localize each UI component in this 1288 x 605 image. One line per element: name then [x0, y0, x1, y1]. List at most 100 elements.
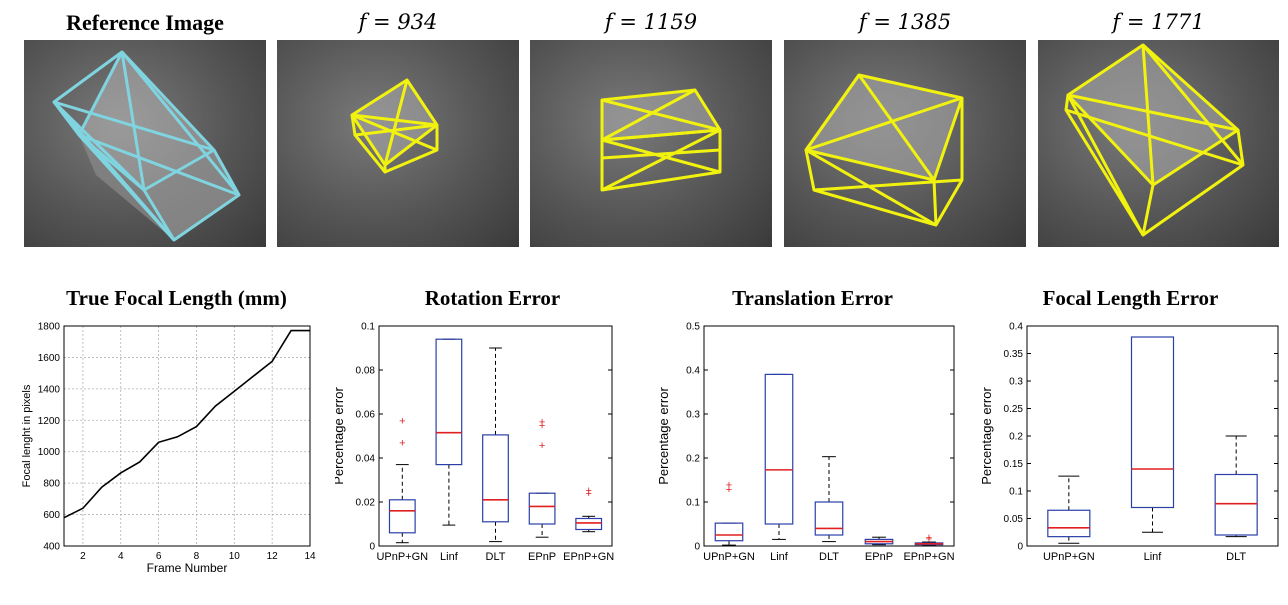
x-tick-label: 10	[229, 551, 241, 562]
box-linf	[1130, 336, 1175, 533]
outlier-marker: +	[926, 534, 932, 546]
wireframe-f1159	[600, 88, 722, 192]
box-upnp-gn: ++	[714, 479, 744, 546]
category-label: DLT	[486, 551, 506, 563]
y-tick-label: 1800	[38, 322, 61, 333]
y-axis-label: Percentage error	[335, 387, 346, 485]
category-label: EPnP+GN	[563, 551, 614, 563]
y-tick-label: 0.2	[1009, 432, 1023, 443]
image-title-reference: Reference Image	[66, 10, 224, 35]
y-tick-label: 0.1	[1009, 487, 1023, 498]
image-title-f934: f = 934	[358, 10, 438, 34]
category-label: DLT	[1226, 551, 1246, 563]
y-tick-label: 800	[43, 479, 60, 490]
y-tick-label: 0.5	[686, 322, 700, 333]
reference-wireframe	[52, 50, 241, 242]
y-tick-label: 1200	[38, 416, 61, 427]
y-axis-label: Percentage error	[979, 387, 994, 485]
outlier-marker: +	[399, 416, 405, 428]
frame-image-f934	[277, 40, 519, 247]
y-axis-label: Focal lenght in pixels	[21, 384, 33, 487]
category-label: Linf	[1144, 551, 1163, 563]
x-tick-label: 12	[267, 551, 279, 562]
y-tick-label: 0	[369, 542, 375, 553]
y-tick-label: 0.06	[356, 410, 376, 421]
box-rect	[388, 499, 416, 534]
box-rect	[1047, 509, 1091, 538]
category-label: EPnP	[865, 551, 893, 563]
outlier-marker: +	[726, 484, 732, 496]
focal-length-error-box-chart: 0 0.05 0.1 0.15 0.2 0.25 0.3 0.35 0.4 UPnP+GN Linf…	[979, 322, 1279, 563]
y-tick-label: 0.05	[1004, 514, 1024, 525]
box-rect	[482, 434, 509, 523]
box-rect	[814, 501, 844, 536]
image-title-f1159: f = 1159	[604, 10, 698, 34]
y-tick-label: 0.15	[1004, 459, 1024, 470]
outlier-marker: +	[539, 440, 545, 452]
outlier-marker: +	[585, 488, 591, 500]
category-label: DLT	[819, 551, 839, 563]
frame-image-f1385	[784, 40, 1026, 247]
chart-title-rotation-error: Rotation Error	[424, 286, 561, 310]
box-rect	[575, 517, 603, 531]
y-tick-label: 0.1	[361, 322, 375, 333]
y-tick-label: 0.4	[1009, 322, 1023, 333]
y-tick-label: 0	[694, 542, 700, 553]
frame-image-f1159	[530, 40, 772, 247]
box-dlt	[814, 456, 844, 543]
rotation-error-box-chart: 0 0.02 0.04 0.06 0.08 0.1 UPnP+GN Linf DLT EPnP EP…	[335, 322, 614, 564]
y-tick-label: 400	[43, 542, 60, 553]
y-tick-label: 0.2	[686, 454, 700, 465]
wireframe-f1385	[804, 73, 964, 227]
category-label: EPnP	[528, 551, 556, 563]
wireframe-f934	[350, 78, 439, 174]
plot-frame	[378, 325, 613, 547]
y-tick-label: 1000	[38, 447, 61, 458]
image-title-f1771: f = 1771	[1112, 10, 1205, 34]
y-tick-label: 0.1	[686, 498, 700, 509]
box-epnp: +++	[528, 417, 556, 538]
box-rect	[764, 373, 794, 525]
x-tick-label: 4	[118, 551, 124, 562]
outlier-marker: +	[585, 485, 591, 497]
wireframe-f1771	[1064, 43, 1245, 237]
plot-frame	[703, 325, 955, 547]
translation-error-box-chart: 0 0.1 0.2 0.3 0.4 0.5 UPnP+GN Linf DLT EPnP EPnP+G…	[658, 322, 955, 564]
outlier-marker: +	[539, 417, 545, 429]
y-tick-label: 0.08	[356, 366, 376, 377]
y-tick-label: 0.3	[1009, 377, 1023, 388]
y-axis-label: Percentage error	[658, 387, 671, 485]
x-tick-label: 8	[194, 551, 200, 562]
box-rect	[1214, 473, 1258, 536]
chart-title-focal-length-error: Focal Length Error	[1042, 286, 1219, 310]
category-label: Linf	[440, 551, 459, 563]
box-rect	[528, 492, 556, 525]
outlier-marker: +	[539, 420, 545, 432]
box-upnp-gn: ++	[388, 416, 416, 544]
category-label: EPnP+GN	[903, 551, 954, 563]
category-label: Linf	[770, 551, 789, 563]
y-tick-label: 1400	[38, 384, 61, 395]
y-tick-label: 0.3	[686, 410, 700, 421]
reference-image	[24, 40, 266, 247]
frame-image-f1771	[1038, 40, 1279, 247]
box-epnp-gn: ++	[575, 485, 603, 533]
box-rect	[1130, 336, 1175, 509]
plot-frame	[63, 325, 311, 547]
image-title-f1385: f = 1385	[858, 10, 952, 34]
box-linf	[435, 338, 463, 526]
y-tick-label: 0.35	[1004, 349, 1024, 360]
y-tick-label: 0	[1017, 542, 1023, 553]
y-tick-label: 0.25	[1004, 404, 1024, 415]
box-dlt	[482, 347, 509, 543]
outlier-marker: +	[926, 532, 932, 544]
y-tick-label: 1600	[38, 353, 61, 364]
category-label: UPnP+GN	[376, 551, 428, 563]
y-tick-label: 0.04	[356, 454, 376, 465]
box-epnp-gn: ++	[914, 532, 944, 546]
focal-length-series-line	[63, 329, 310, 519]
focal-length-line-chart: 2 4 6 8 10 12 14 400 600 800 1000 1200 1400 1600 1800 F…	[21, 322, 316, 576]
y-tick-label: 0.4	[686, 366, 700, 377]
box-linf	[764, 373, 794, 540]
box-upnp-gn	[1047, 475, 1091, 544]
